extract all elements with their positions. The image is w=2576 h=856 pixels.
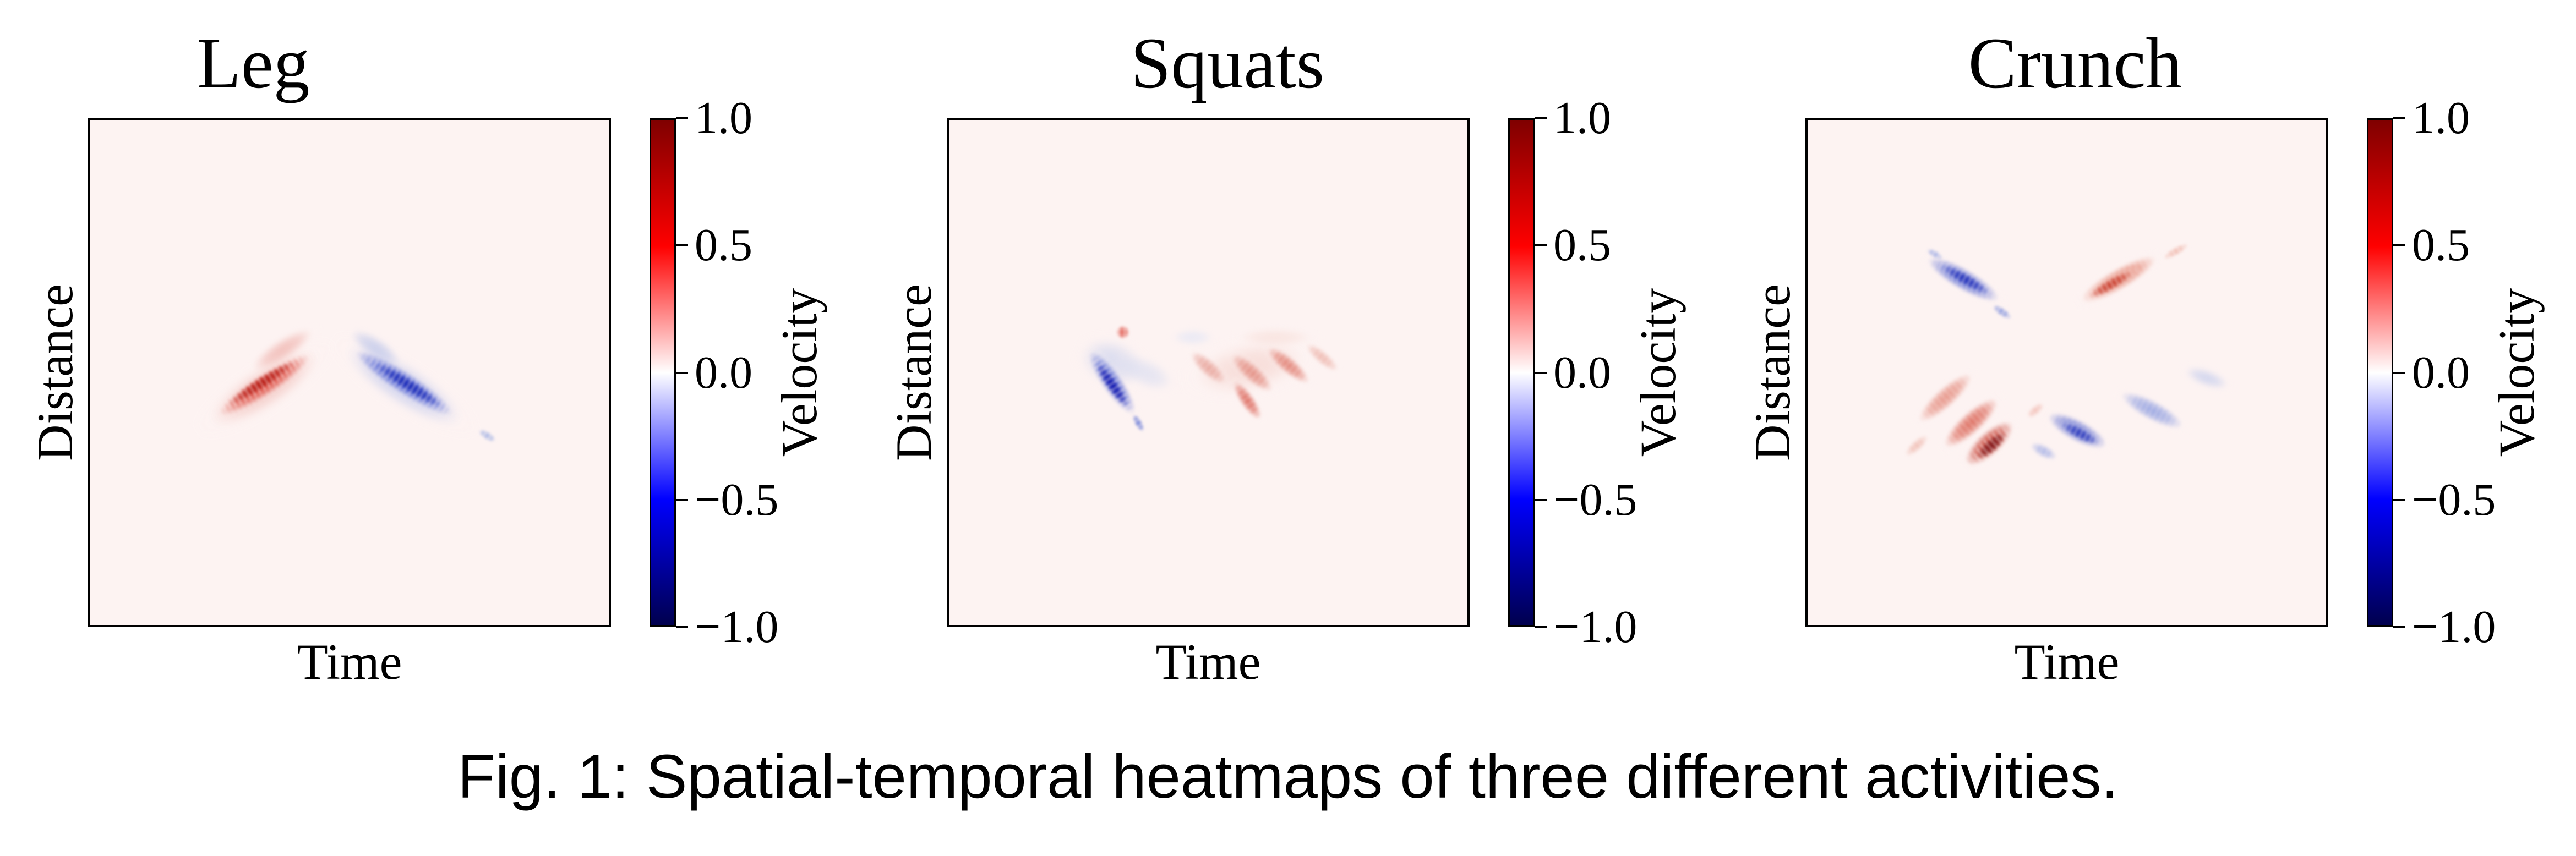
panel-title: Squats	[1130, 23, 1325, 103]
colorbar-label: Velocity	[771, 288, 827, 457]
heatmap-streak-negative	[318, 317, 490, 453]
heatmap-streak-negative	[2053, 415, 2106, 452]
heatmap-streak-positive	[1256, 336, 1321, 395]
panel-title: Leg	[197, 23, 310, 103]
heatmap-streak-positive	[1950, 406, 2028, 481]
heatmap-streak-negative	[1127, 409, 1149, 437]
y-axis-label: Distance	[27, 284, 83, 461]
colorbar-ticks: 1.0 0.5 0.0 −0.5 −1.0	[1535, 95, 1700, 650]
heatmap-streak-positive	[1903, 359, 1986, 437]
colorbar-ticks: 1.0 0.5 0.0 −0.5 −1.0	[676, 95, 841, 650]
heatmap-streak-positive	[1220, 342, 1285, 403]
y-axis-label: Distance	[886, 284, 942, 461]
heatmap-streak-positive	[238, 315, 326, 385]
colorbar-tick-mark	[1535, 498, 1547, 501]
figure-caption: Fig. 1: Spatial-temporal heatmaps of thr…	[457, 742, 2119, 811]
heatmap-streak-positive	[1175, 323, 1325, 412]
plot-area	[88, 118, 611, 627]
colorbar-tick-label: −1.0	[1553, 601, 1638, 652]
colorbar-tick-label: 0.0	[1553, 347, 1611, 398]
heatmap-streak-negative	[1911, 241, 2015, 317]
heatmap-streak-negative	[2107, 378, 2197, 443]
plot-area	[947, 118, 1470, 627]
heatmap-streak-negative	[2034, 399, 2121, 463]
colorbar-tick-label: 0.0	[695, 347, 752, 398]
panel-title: Crunch	[1968, 23, 2182, 103]
heatmap-streak-negative	[473, 424, 501, 448]
x-axis-label: Time	[2014, 634, 2120, 690]
colorbar	[650, 118, 676, 627]
heatmap-streak-negative	[1063, 322, 1161, 403]
colorbar-tick-label: 0.0	[2412, 347, 2470, 398]
colorbar-tick-label: 1.0	[1553, 92, 1611, 144]
heatmap-streak-positive	[1898, 429, 1935, 463]
heatmap-streak-negative	[1922, 244, 1947, 265]
colorbar-tick-label: 1.0	[695, 92, 752, 144]
heatmap-streak-negative	[1087, 353, 1138, 417]
x-axis-label: Time	[297, 634, 402, 690]
colorbar-tick-label: −0.5	[695, 474, 779, 525]
heatmap-streak-negative	[2024, 436, 2064, 467]
heatmap-streak-positive	[1297, 334, 1347, 381]
colorbar-tick-mark	[676, 244, 688, 247]
colorbar	[1508, 118, 1535, 627]
heatmap-streak-positive	[2157, 238, 2195, 266]
heatmap-streak-positive	[1229, 326, 1323, 349]
colorbar-tick-mark	[676, 626, 688, 628]
colorbar-ticks: 1.0 0.5 0.0 −0.5 −1.0	[2393, 95, 2558, 650]
heatmap-streak-positive	[2064, 240, 2173, 319]
colorbar-tick-mark	[676, 371, 688, 374]
heatmap-streak-positive	[1968, 424, 2015, 468]
heatmap-streak-positive	[1114, 323, 1132, 342]
colorbar-tick-mark	[2393, 626, 2405, 628]
colorbar-label: Velocity	[1630, 288, 1686, 457]
colorbar-tick-label: 0.5	[695, 220, 752, 271]
colorbar-tick-label: −0.5	[1553, 474, 1638, 525]
panel-crunch: Crunch Distance Time 1.0 0.5 0.0 −0.5 −1.0 V…	[1717, 0, 2576, 856]
panel-leg: Leg Distance Time 1.0 0.5 0.0 −0.5 −1.0 Velo…	[0, 0, 859, 856]
heatmap-streak-negative	[1987, 299, 2017, 325]
colorbar-tick-mark	[2393, 371, 2405, 374]
colorbar-tick-label: 0.5	[1553, 220, 1611, 271]
colorbar-tick-label: 1.0	[2412, 92, 2470, 144]
colorbar	[2367, 118, 2393, 627]
heatmap-streak-negative	[338, 317, 413, 378]
colorbar-tick-label: 0.5	[2412, 220, 2470, 271]
heatmap-streak-negative	[1074, 336, 1150, 430]
plot-area	[1805, 118, 2328, 627]
colorbar-tick-mark	[1535, 626, 1547, 628]
heatmap-streak-negative	[363, 352, 455, 419]
heatmap-streak-negative	[1933, 256, 1999, 303]
colorbar-tick-label: −1.0	[2412, 601, 2496, 652]
heatmap-streak-positive	[183, 323, 345, 453]
colorbar-tick-label: −1.0	[695, 601, 779, 652]
heatmap-streak-negative	[1166, 327, 1219, 348]
colorbar-tick-mark	[676, 117, 688, 119]
heatmap-streak-positive	[1929, 383, 2013, 463]
heatmap-streak-negative	[335, 331, 473, 434]
colorbar-tick-mark	[1535, 117, 1547, 119]
colorbar-tick-mark	[676, 498, 688, 501]
heatmap-streak-negative	[2176, 358, 2237, 397]
heatmap-streak-positive	[2080, 262, 2142, 306]
colorbar-tick-mark	[1535, 244, 1547, 247]
colorbar-label: Velocity	[2488, 288, 2545, 457]
heatmap-streak-positive	[1223, 372, 1271, 429]
panel-squats: Squats Distance Time 1.0 0.5 0.0 −0.5 −1.0 V…	[859, 0, 1717, 856]
heatmap-streak-positive	[200, 337, 328, 434]
colorbar-tick-mark	[2393, 117, 2405, 119]
x-axis-label: Time	[1155, 634, 1261, 690]
colorbar-tick-mark	[1535, 371, 1547, 374]
colorbar-tick-mark	[2393, 244, 2405, 247]
heatmap-streak-positive	[216, 349, 307, 416]
colorbar-tick-mark	[2393, 498, 2405, 501]
y-axis-label: Distance	[1744, 284, 1800, 461]
heatmap-streak-negative	[1105, 341, 1187, 404]
heatmap-streak-positive	[1180, 341, 1236, 394]
heatmap-streak-positive	[2022, 398, 2049, 424]
colorbar-tick-label: −0.5	[2412, 474, 2496, 525]
